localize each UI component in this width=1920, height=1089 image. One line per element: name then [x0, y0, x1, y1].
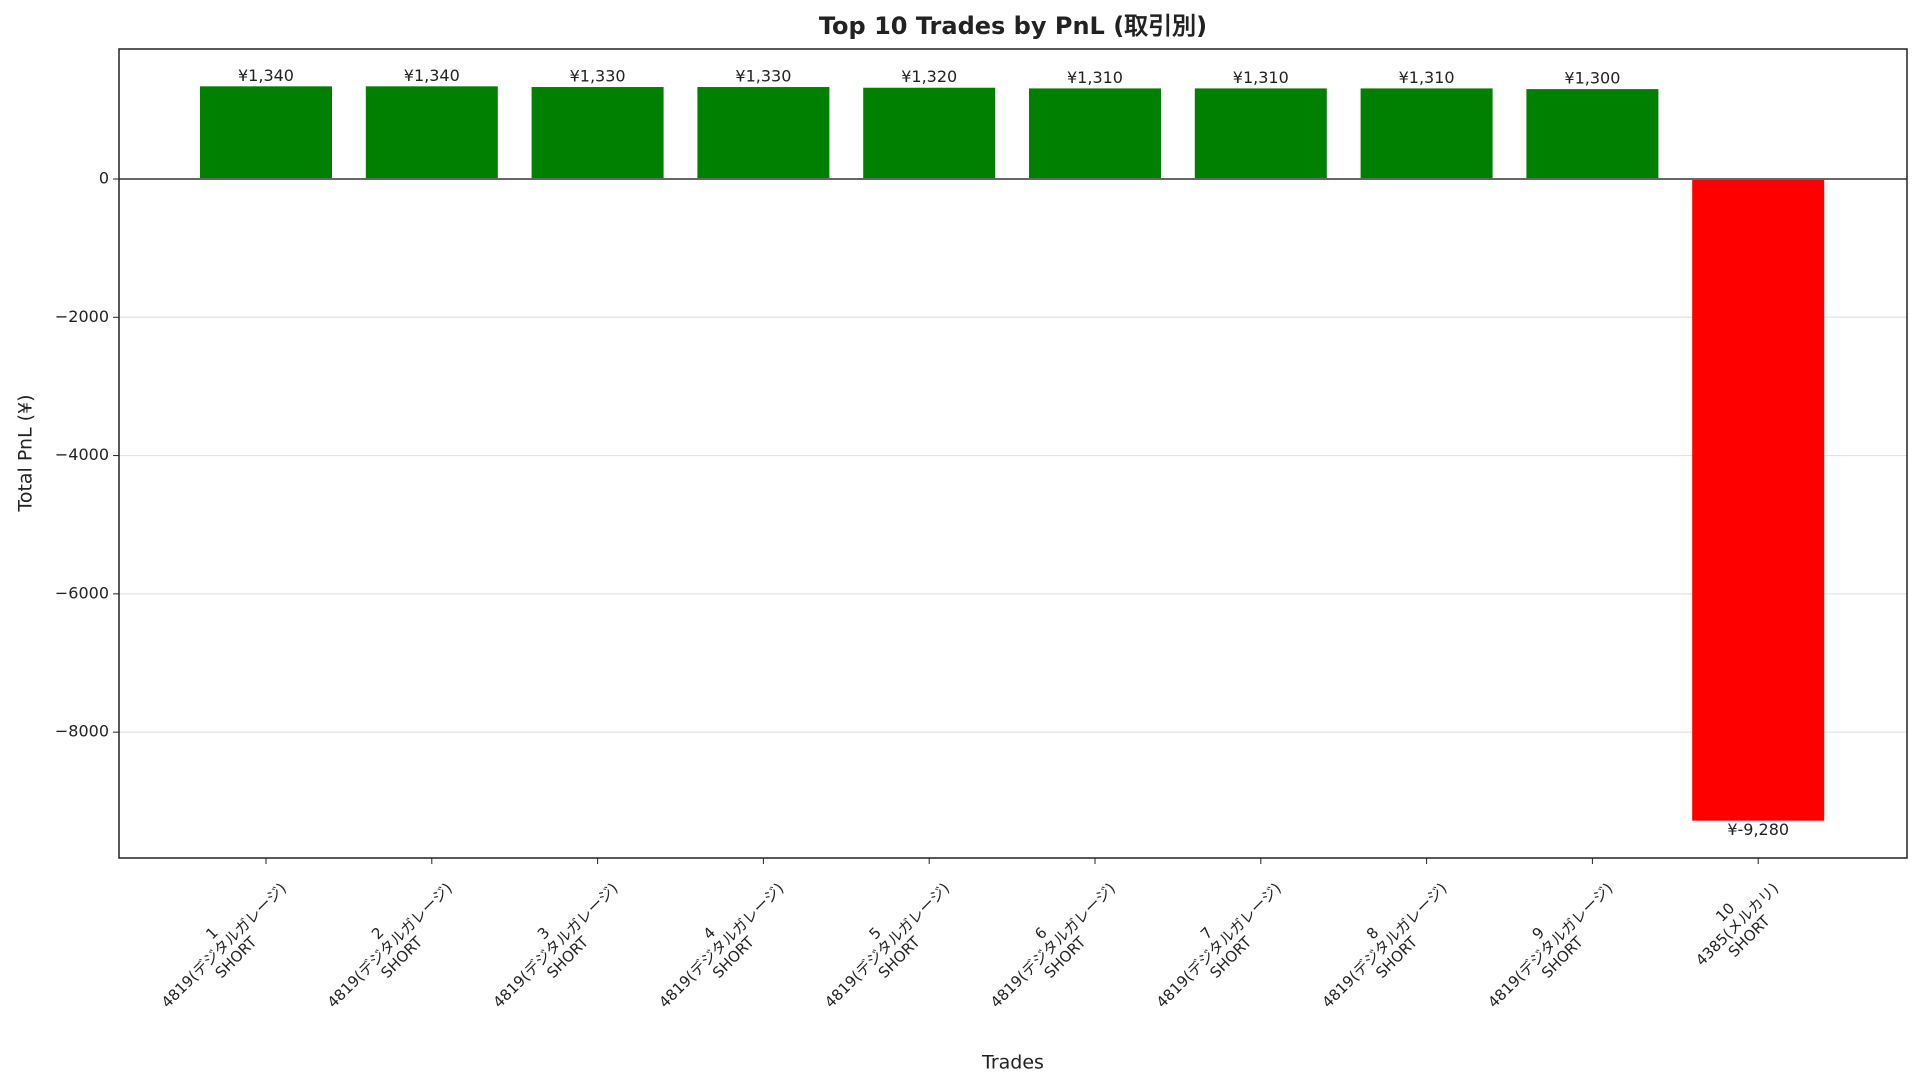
value-label: ¥1,310 [1067, 68, 1123, 87]
bar [1029, 88, 1161, 179]
value-label: ¥1,330 [570, 67, 626, 86]
x-axis-label: Trades [981, 1052, 1044, 1074]
value-label: ¥1,340 [238, 66, 294, 85]
x-tick-label-line: 4819(デジタルガレージ) [821, 879, 953, 1011]
x-tick-label-line: 4819(デジタルガレージ) [490, 879, 622, 1011]
value-label: ¥1,340 [404, 66, 460, 85]
y-axis-label: Total PnL (¥) [15, 394, 37, 512]
value-label: ¥1,310 [1399, 68, 1455, 87]
y-tick-label: −2000 [55, 307, 109, 326]
x-tick-label-line: 4819(デジタルガレージ) [1484, 879, 1616, 1011]
bar [1526, 89, 1659, 179]
bar [1194, 88, 1327, 179]
bar [697, 87, 830, 179]
y-tick-label: 0 [99, 168, 109, 187]
value-label: ¥-9,280 [1727, 820, 1789, 839]
bar [1692, 178, 1825, 821]
x-tick-label-line: 4819(デジタルガレージ) [1153, 879, 1285, 1011]
bar [200, 86, 332, 179]
value-label: ¥1,320 [901, 67, 957, 86]
y-tick-label: −8000 [55, 722, 109, 741]
bar [1360, 88, 1493, 179]
x-tick-label-line: 4819(デジタルガレージ) [324, 879, 456, 1011]
bar [365, 86, 498, 179]
value-label: ¥1,330 [735, 67, 791, 86]
plot-frame [118, 48, 1908, 859]
chart-title: Top 10 Trades by PnL (取引別) [819, 12, 1207, 40]
y-tick-label: −6000 [55, 583, 109, 602]
x-tick-label-line: 4819(デジタルガレージ) [1319, 879, 1451, 1011]
value-label: ¥1,300 [1564, 69, 1620, 88]
x-tick-label-line: 4819(デジタルガレージ) [158, 879, 290, 1011]
bar [863, 87, 996, 179]
x-tick-label-line: 4819(デジタルガレージ) [987, 879, 1119, 1011]
x-tick-label-line: 4819(デジタルガレージ) [655, 879, 787, 1011]
y-tick-label: −4000 [55, 445, 109, 464]
value-label: ¥1,310 [1233, 68, 1289, 87]
bar [531, 87, 664, 179]
